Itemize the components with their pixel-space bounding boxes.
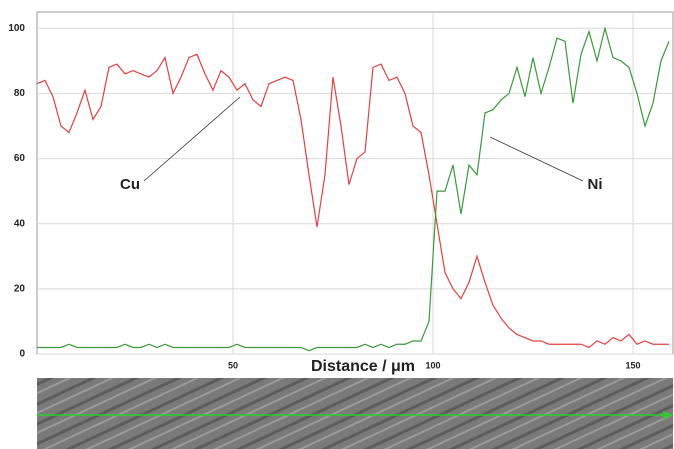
- y-tick-label: 20: [14, 283, 26, 294]
- y-tick-label: 40: [14, 218, 26, 229]
- chart: 0 20 40 60 80 100 50 100 150 Cu Ni Distance / μm: [0, 0, 674, 449]
- y-tick-label: 0: [19, 349, 25, 360]
- x-tick-label: 150: [625, 360, 640, 370]
- y-tick-label: 100: [8, 23, 25, 34]
- legend-label: Cu: [120, 176, 140, 193]
- y-tick-label: 60: [14, 153, 26, 164]
- x-tick-label: 50: [228, 360, 238, 370]
- x-tick-label: 100: [425, 360, 440, 370]
- legend-label: Ni: [588, 176, 603, 193]
- y-tick-label: 80: [14, 88, 26, 99]
- micrograph: [37, 378, 673, 449]
- x-axis-title: Distance / μm: [311, 358, 415, 375]
